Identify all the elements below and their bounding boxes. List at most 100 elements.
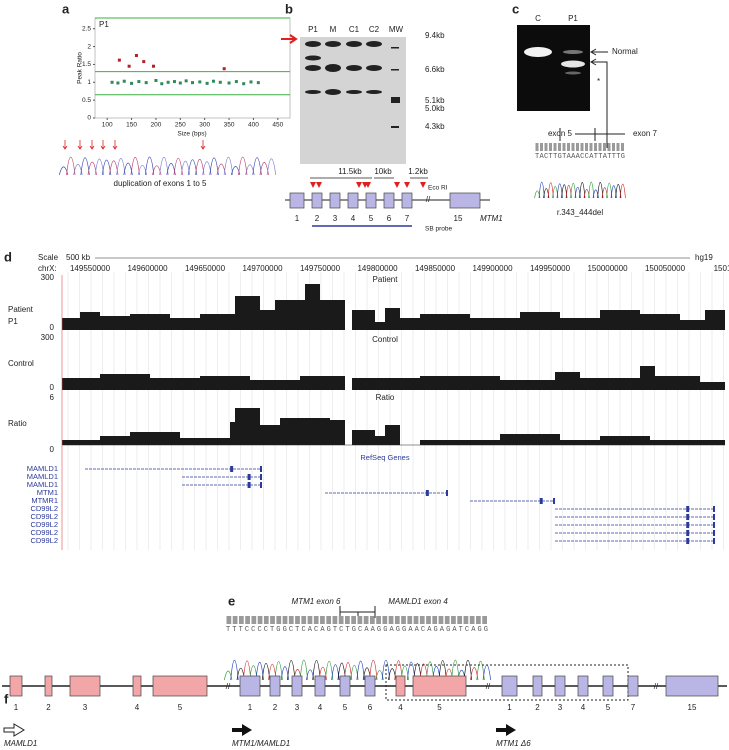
panel-label: a [62,1,70,16]
x-tick-label: 200 [151,122,162,129]
track-min: 0 [50,383,55,392]
size-label: 6.6kb [425,65,445,74]
exon [364,675,376,697]
peak [238,156,248,176]
coord: 149700000 [242,264,283,273]
control-track [62,366,725,390]
coord: 149800000 [357,264,398,273]
peak [266,158,277,176]
track-max: 6 [50,393,55,402]
exon [314,675,326,697]
exon-number: 1 [14,703,19,712]
bar [616,143,620,151]
bar [282,616,288,624]
chromatogram [534,181,626,199]
peak [130,157,140,176]
arrow [77,140,83,150]
genes: MAMLD1MAMLD1MAMLD1MTM1MTMR1CD99L2CD99L2C… [27,464,715,545]
bar [307,616,313,624]
exon [665,675,719,697]
exon-number: 3 [333,214,338,223]
arrow [112,140,118,150]
arrow [590,58,608,148]
y-tick-label: 0.5 [82,97,91,104]
coord: 149600000 [127,264,168,273]
arrow [62,140,68,150]
exon [9,675,23,697]
genes-title: RefSeq Genes [360,453,409,462]
peak [463,659,473,681]
gene-exon [247,474,251,480]
gene-exon [539,498,543,504]
bar [394,616,400,624]
scale-bar: 500 kb [66,253,91,262]
arrow [232,724,252,736]
star: * [597,77,600,86]
peak [137,165,148,176]
coord: 1501 [714,264,729,273]
exon-number: 5 [178,703,183,712]
point [110,80,114,84]
sample-label: P1 [99,20,109,29]
bar [401,616,406,624]
coord: 149750000 [300,264,341,273]
exon-number: 1 [507,703,512,712]
gene-name: MTM1 [480,214,503,223]
peak [159,156,169,176]
gel-band [561,60,585,68]
exon [291,675,303,697]
bar [245,616,250,624]
exon [329,192,341,209]
point [166,80,170,84]
arrow [89,140,95,150]
break: // [226,682,231,691]
point [234,80,238,84]
bar [457,616,463,624]
exon [152,675,208,697]
gene-label: MAMLD1 [27,472,58,481]
coords: 149550000 149600000 149650000 149700000 1497… [70,264,729,273]
exon [239,675,261,697]
bar [621,143,624,151]
x-tick-label: 150 [126,122,137,129]
y-tick-label: 0 [87,115,91,122]
gene-label: CD99L2 [30,512,58,521]
lane-label: MW [389,25,404,34]
point [242,82,246,86]
blot-bands [305,41,400,128]
exon-number: 3 [558,703,563,712]
track-title: Patient [373,275,399,284]
point [160,82,164,86]
gel [517,25,590,111]
bar [476,616,481,624]
exon-number: 7 [631,703,636,712]
bar [469,616,475,624]
exon-number: 3 [83,703,88,712]
bar [612,143,615,151]
junction [339,606,376,622]
gene-exon [446,490,448,496]
peak [438,660,447,681]
bar [295,616,300,624]
transcript: MTM1 Δ6 [496,739,531,748]
exon [365,192,377,209]
dashed-box [385,664,629,701]
bar [438,616,444,624]
gene-label: CD99L2 [30,504,58,513]
bar [257,616,263,624]
peak [66,156,76,176]
exon [347,192,359,209]
bar [432,616,438,624]
gene-exon [553,498,555,504]
exon-number: 15 [454,214,463,223]
exon-number: 4 [581,703,586,712]
transcript: MTM1/MAMLD1 [232,739,290,748]
peak [619,183,626,199]
bar [607,143,611,151]
exon-number: 5 [369,214,374,223]
bar [571,143,575,151]
x-tick-label: 250 [175,122,186,129]
exon-number: 7 [405,214,410,223]
sequence: TTTCCCCTGGCTCACAGTCTGCAAGGAGGAACAGAGATCA… [226,626,488,634]
peak [375,670,384,681]
